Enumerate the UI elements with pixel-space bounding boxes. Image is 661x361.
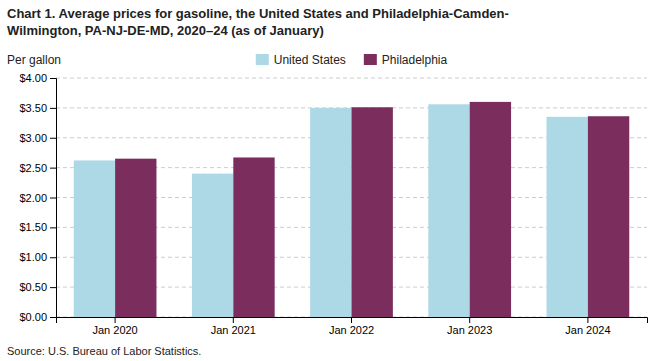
y-tick-mark xyxy=(50,287,56,288)
y-tick-mark xyxy=(50,317,56,318)
y-tick: $0.50 xyxy=(19,281,56,293)
bar xyxy=(233,157,274,317)
y-tick: $0.00 xyxy=(19,311,56,323)
x-tick: Jan 2024 xyxy=(565,317,610,336)
bar xyxy=(547,117,588,317)
y-tick-label: $0.50 xyxy=(19,281,47,293)
y-tick: $2.00 xyxy=(19,192,56,204)
y-tick-label: $1.50 xyxy=(19,221,47,233)
y-axis-line xyxy=(50,79,57,318)
y-tick: $3.00 xyxy=(19,132,56,144)
x-tick-label: Jan 2021 xyxy=(211,324,256,336)
annotation: Source: U.S. Bureau of Labor Statistics. xyxy=(7,345,201,357)
y-tick-mark xyxy=(50,138,56,139)
chart: Chart 1. Average prices for gasoline, th… xyxy=(0,0,661,361)
x-tick: Jan 2020 xyxy=(92,317,137,336)
x-tick-mark xyxy=(469,317,470,323)
y-axis: $0.00 $0.50 $1.00 $1.50 $2.00 $2.50 $3.00 $3.50… xyxy=(19,72,56,323)
bar-series xyxy=(115,102,629,317)
bar xyxy=(115,159,156,317)
x-tick: Jan 2021 xyxy=(211,317,256,336)
legend: United States Philadelphia xyxy=(256,53,448,67)
bar xyxy=(74,160,115,317)
bar xyxy=(428,104,469,317)
bar xyxy=(192,174,233,317)
legend-item: Philadelphia xyxy=(364,53,448,67)
x-tick: Jan 2023 xyxy=(447,317,492,336)
x-tick-label: Jan 2022 xyxy=(329,324,374,336)
y-tick-mark xyxy=(50,78,56,79)
legend-swatch xyxy=(364,54,377,65)
x-tick-label: Jan 2024 xyxy=(565,324,610,336)
plot: $0.00 $0.50 $1.00 $1.50 $2.00 $2.50 $3.00 $3.50… xyxy=(19,72,647,336)
bar xyxy=(352,107,393,317)
x-tick: Jan 2022 xyxy=(329,317,374,336)
legend-label: United States xyxy=(274,53,346,67)
y-tick: $2.50 xyxy=(19,162,56,174)
legend-label: Philadelphia xyxy=(382,53,448,67)
y-tick-mark xyxy=(50,198,56,199)
y-tick-label: $2.00 xyxy=(19,192,47,204)
x-tick-mark xyxy=(115,317,116,323)
y-tick-mark xyxy=(50,257,56,258)
y-tick-label: $3.00 xyxy=(19,132,47,144)
bar xyxy=(310,108,351,317)
title: Chart 1. Average prices for gasoline, th… xyxy=(7,6,509,38)
y-tick-label: $2.50 xyxy=(19,162,47,174)
x-tick-label: Jan 2020 xyxy=(92,324,137,336)
legend-item: United States xyxy=(256,53,346,67)
bar xyxy=(588,116,629,317)
x-axis: Jan 2020 Jan 2021 Jan 2022 Jan 2023 Jan 2024 xyxy=(57,317,648,336)
y-tick-mark xyxy=(50,108,56,109)
y-tick-mark xyxy=(50,227,56,228)
y-axis-label: Per gallon xyxy=(7,53,61,67)
x-axis-line xyxy=(57,318,648,324)
y-tick: $1.50 xyxy=(19,221,56,233)
x-tick-mark xyxy=(233,317,234,323)
y-tick-label: $3.50 xyxy=(19,102,47,114)
y-tick-label: $1.00 xyxy=(19,251,47,263)
y-tick: $3.50 xyxy=(19,102,56,114)
x-tick-mark xyxy=(351,317,352,323)
x-tick-label: Jan 2023 xyxy=(447,324,492,336)
y-tick-label: $4.00 xyxy=(19,72,47,84)
y-tick-label: $0.00 xyxy=(19,311,47,323)
grid-line xyxy=(56,78,647,79)
y-tick: $1.00 xyxy=(19,251,56,263)
bar xyxy=(470,102,511,317)
grid xyxy=(56,78,647,317)
legend-swatch xyxy=(256,54,269,65)
bars xyxy=(74,102,630,317)
y-tick-mark xyxy=(50,168,56,169)
y-tick: $4.00 xyxy=(19,72,56,84)
x-tick-mark xyxy=(587,317,588,323)
